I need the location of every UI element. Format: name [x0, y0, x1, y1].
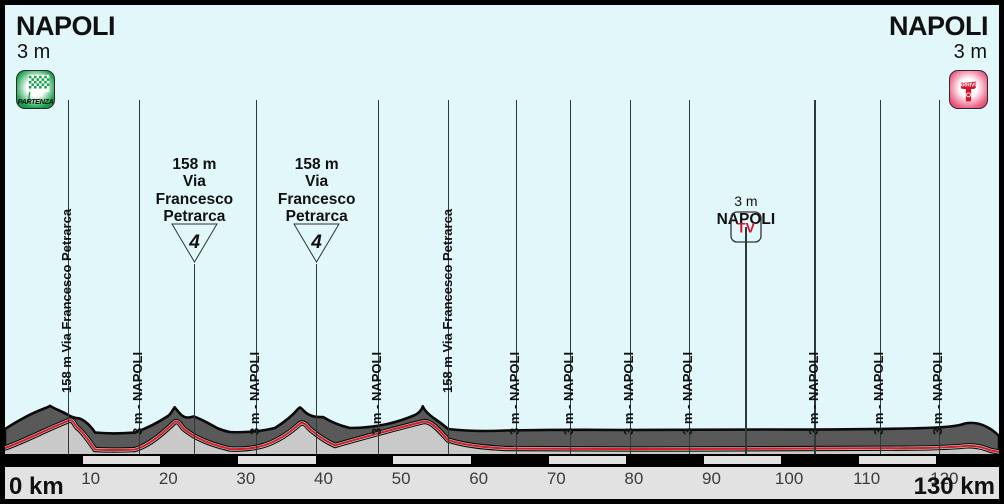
svg-text:4: 4 — [188, 232, 200, 253]
svg-text:TV: TV — [737, 220, 756, 236]
svg-text:4: 4 — [310, 232, 322, 253]
